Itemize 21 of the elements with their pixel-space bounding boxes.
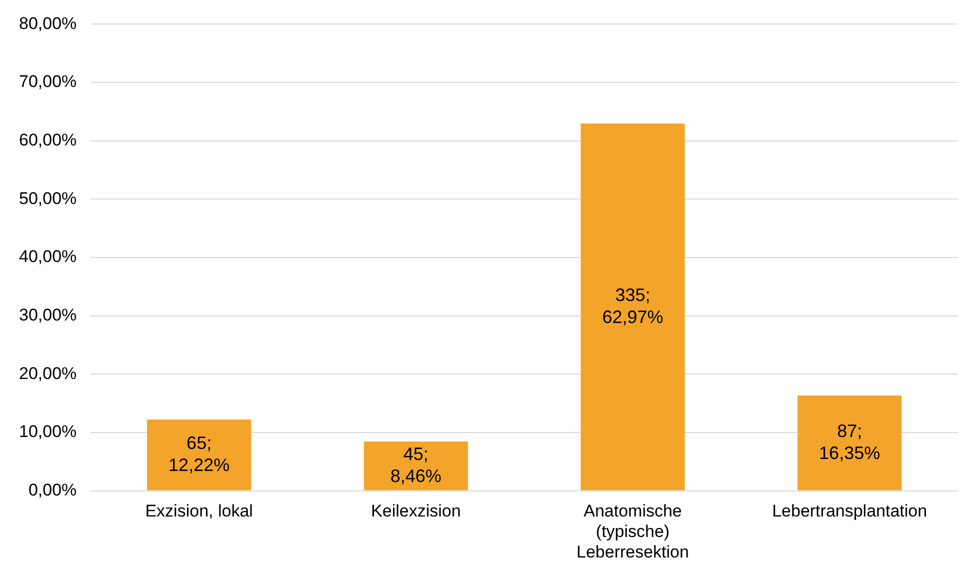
y-tick-label: 70,00% [18,72,77,92]
data-label: 65; 12,22% [168,432,230,475]
y-tick-label: 80,00% [18,14,77,33]
y-tick-label: 10,00% [18,422,77,442]
y-tick-label: 60,00% [18,130,77,150]
x-tick-label: Keilexzision [371,502,461,521]
y-tick-label: 50,00% [18,188,77,208]
y-tick-label: 30,00% [18,306,77,325]
y-tick-label: 40,00% [18,247,77,266]
x-tick-label: Lebertransplantation [772,502,928,521]
bar [364,441,468,490]
data-label: 45; 8,46% [390,444,442,486]
x-tick-label: Exzision, lokal [145,502,253,521]
data-label: 87; 16,35% [819,420,880,463]
bar [798,395,902,490]
y-tick-label: 20,00% [18,364,77,383]
bar [147,420,252,490]
y-tick-label: 0,00% [28,480,77,500]
x-tick-label: Anatomische (typische) Leberresektion [576,502,689,562]
data-label: 335; 62,97% [602,284,664,327]
bar [580,124,685,490]
